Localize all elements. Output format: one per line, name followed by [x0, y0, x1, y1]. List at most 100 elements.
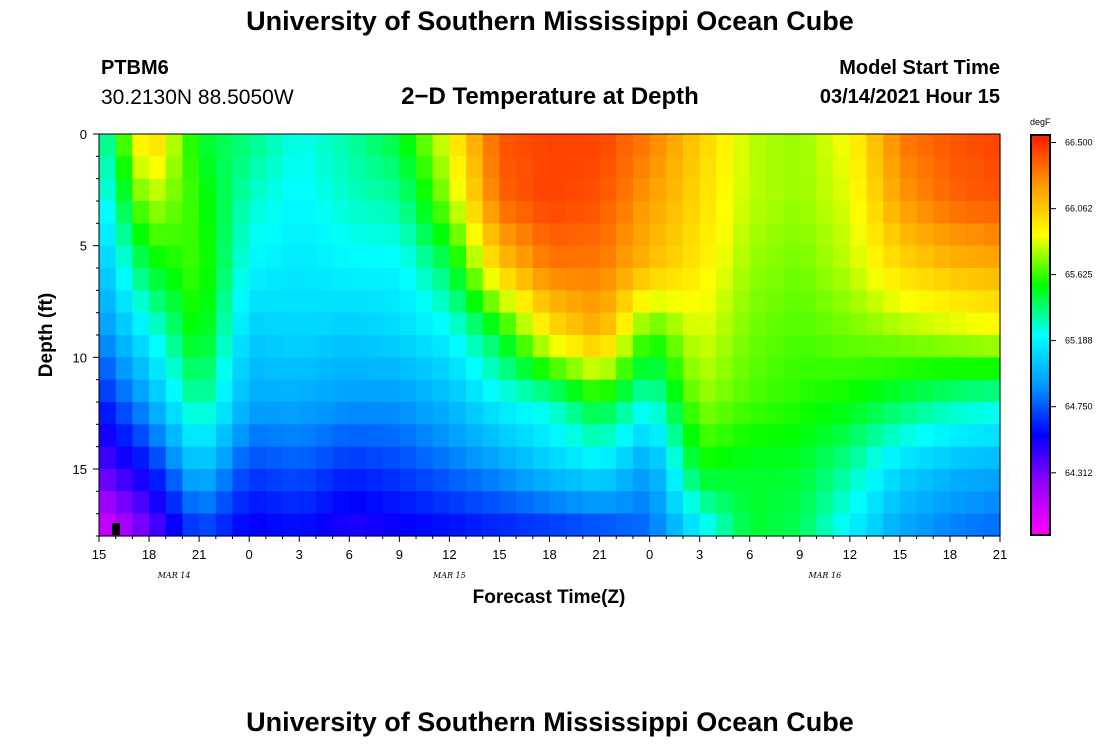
heatmap-cell [916, 335, 934, 358]
heatmap-cell [816, 402, 834, 425]
heatmap-cell [983, 379, 1001, 403]
heatmap-cell [966, 290, 984, 314]
heatmap-cell [566, 290, 584, 314]
heatmap-cell [783, 312, 801, 336]
heatmap-cell [883, 446, 901, 470]
heatmap-cell [165, 379, 184, 403]
heatmap-cell [182, 134, 200, 157]
heatmap-cell [649, 424, 667, 448]
heatmap-cell [866, 134, 884, 157]
heatmap-cell [516, 491, 534, 515]
heatmap-cell [282, 268, 300, 291]
heatmap-cell [849, 402, 868, 425]
heatmap-cell [816, 156, 834, 180]
heatmap-cell [666, 469, 684, 492]
heatmap-cell [899, 245, 918, 269]
heatmap-cell [382, 379, 400, 403]
heatmap-cell [332, 379, 350, 403]
heatmap-cell [282, 201, 300, 224]
heatmap-cell [149, 290, 167, 314]
model-start-value: 03/14/2021 Hour 15 [819, 86, 1000, 108]
heatmap-cell [582, 312, 601, 336]
heatmap-cell [933, 245, 951, 269]
heatmap-cell [649, 446, 667, 470]
heatmap-cell [716, 357, 734, 381]
heatmap-cell [399, 513, 417, 537]
heatmap-cell [766, 156, 784, 180]
heatmap-cell [599, 312, 617, 336]
colorbar-unit: degF [1030, 117, 1051, 127]
heatmap-cell [516, 290, 534, 314]
heatmap-cell [566, 223, 584, 247]
heatmap-cell [482, 245, 501, 269]
heatmap-cell [933, 424, 951, 448]
heatmap-cell [783, 245, 801, 269]
heatmap-cell [182, 268, 200, 291]
heatmap-cell [549, 379, 567, 403]
heatmap-cell [299, 491, 317, 515]
heatmap-cell [833, 178, 851, 202]
heatmap-cell [215, 491, 234, 515]
heatmap-cell [916, 201, 934, 224]
heatmap-cell [699, 223, 717, 247]
heatmap-cell [983, 357, 1001, 381]
heatmap-cell [332, 178, 350, 202]
heatmap-cell [883, 290, 901, 314]
heatmap-cell [232, 491, 250, 515]
heatmap-cell [833, 201, 851, 224]
heatmap-cell [516, 424, 534, 448]
heatmap-cell [115, 178, 133, 202]
heatmap-cell [315, 178, 334, 202]
heatmap-cell [966, 312, 984, 336]
heatmap-cell [949, 134, 968, 157]
heatmap-cell [249, 156, 267, 180]
heatmap-cell [182, 379, 200, 403]
heatmap-cell [182, 178, 200, 202]
heatmap-cell [282, 178, 300, 202]
y-tick-label: 15 [73, 462, 87, 477]
heatmap-cell [949, 312, 968, 336]
heatmap-cell [632, 446, 651, 470]
heatmap-cell [532, 424, 551, 448]
heatmap-cell [182, 424, 200, 448]
heatmap-cell [666, 201, 684, 224]
heatmap-cell [866, 290, 884, 314]
heatmap-cell [315, 469, 334, 492]
heatmap-cell [449, 424, 467, 448]
heatmap-cell [916, 245, 934, 269]
heatmap-cell [299, 268, 317, 291]
heatmap-cell [966, 201, 984, 224]
heatmap-cell [399, 379, 417, 403]
heatmap-cell [733, 335, 751, 358]
heatmap-cell [966, 357, 984, 381]
heatmap-cell [199, 402, 217, 425]
x-tick-label: 18 [142, 547, 156, 562]
heatmap-cell [933, 290, 951, 314]
heatmap-cell [933, 513, 951, 537]
heatmap-cell [482, 424, 501, 448]
heatmap-cell [349, 312, 367, 336]
heatmap-cell [132, 335, 150, 358]
heatmap-cell [165, 335, 184, 358]
heatmap-cell [416, 312, 434, 336]
heatmap-cell [99, 201, 117, 224]
x-tick-label: 18 [943, 547, 957, 562]
heatmap-cell [499, 513, 517, 537]
heatmap-cell [416, 290, 434, 314]
heatmap-cell [265, 290, 284, 314]
heatmap-cell [816, 513, 834, 537]
heatmap-cell [716, 335, 734, 358]
station-id: PTBM6 [101, 57, 169, 79]
heatmap-cell [766, 469, 784, 492]
x-tick-label: 6 [346, 547, 353, 562]
heatmap-cell [682, 491, 701, 515]
heatmap-cell [265, 469, 284, 492]
heatmap-cell [866, 357, 884, 381]
heatmap-cell [849, 134, 868, 157]
heatmap-cell [749, 245, 768, 269]
heatmap-cell [616, 402, 634, 425]
heatmap-cell [282, 335, 300, 358]
heatmap-cell [566, 357, 584, 381]
heatmap-cell [132, 424, 150, 448]
heatmap-cell [416, 513, 434, 537]
